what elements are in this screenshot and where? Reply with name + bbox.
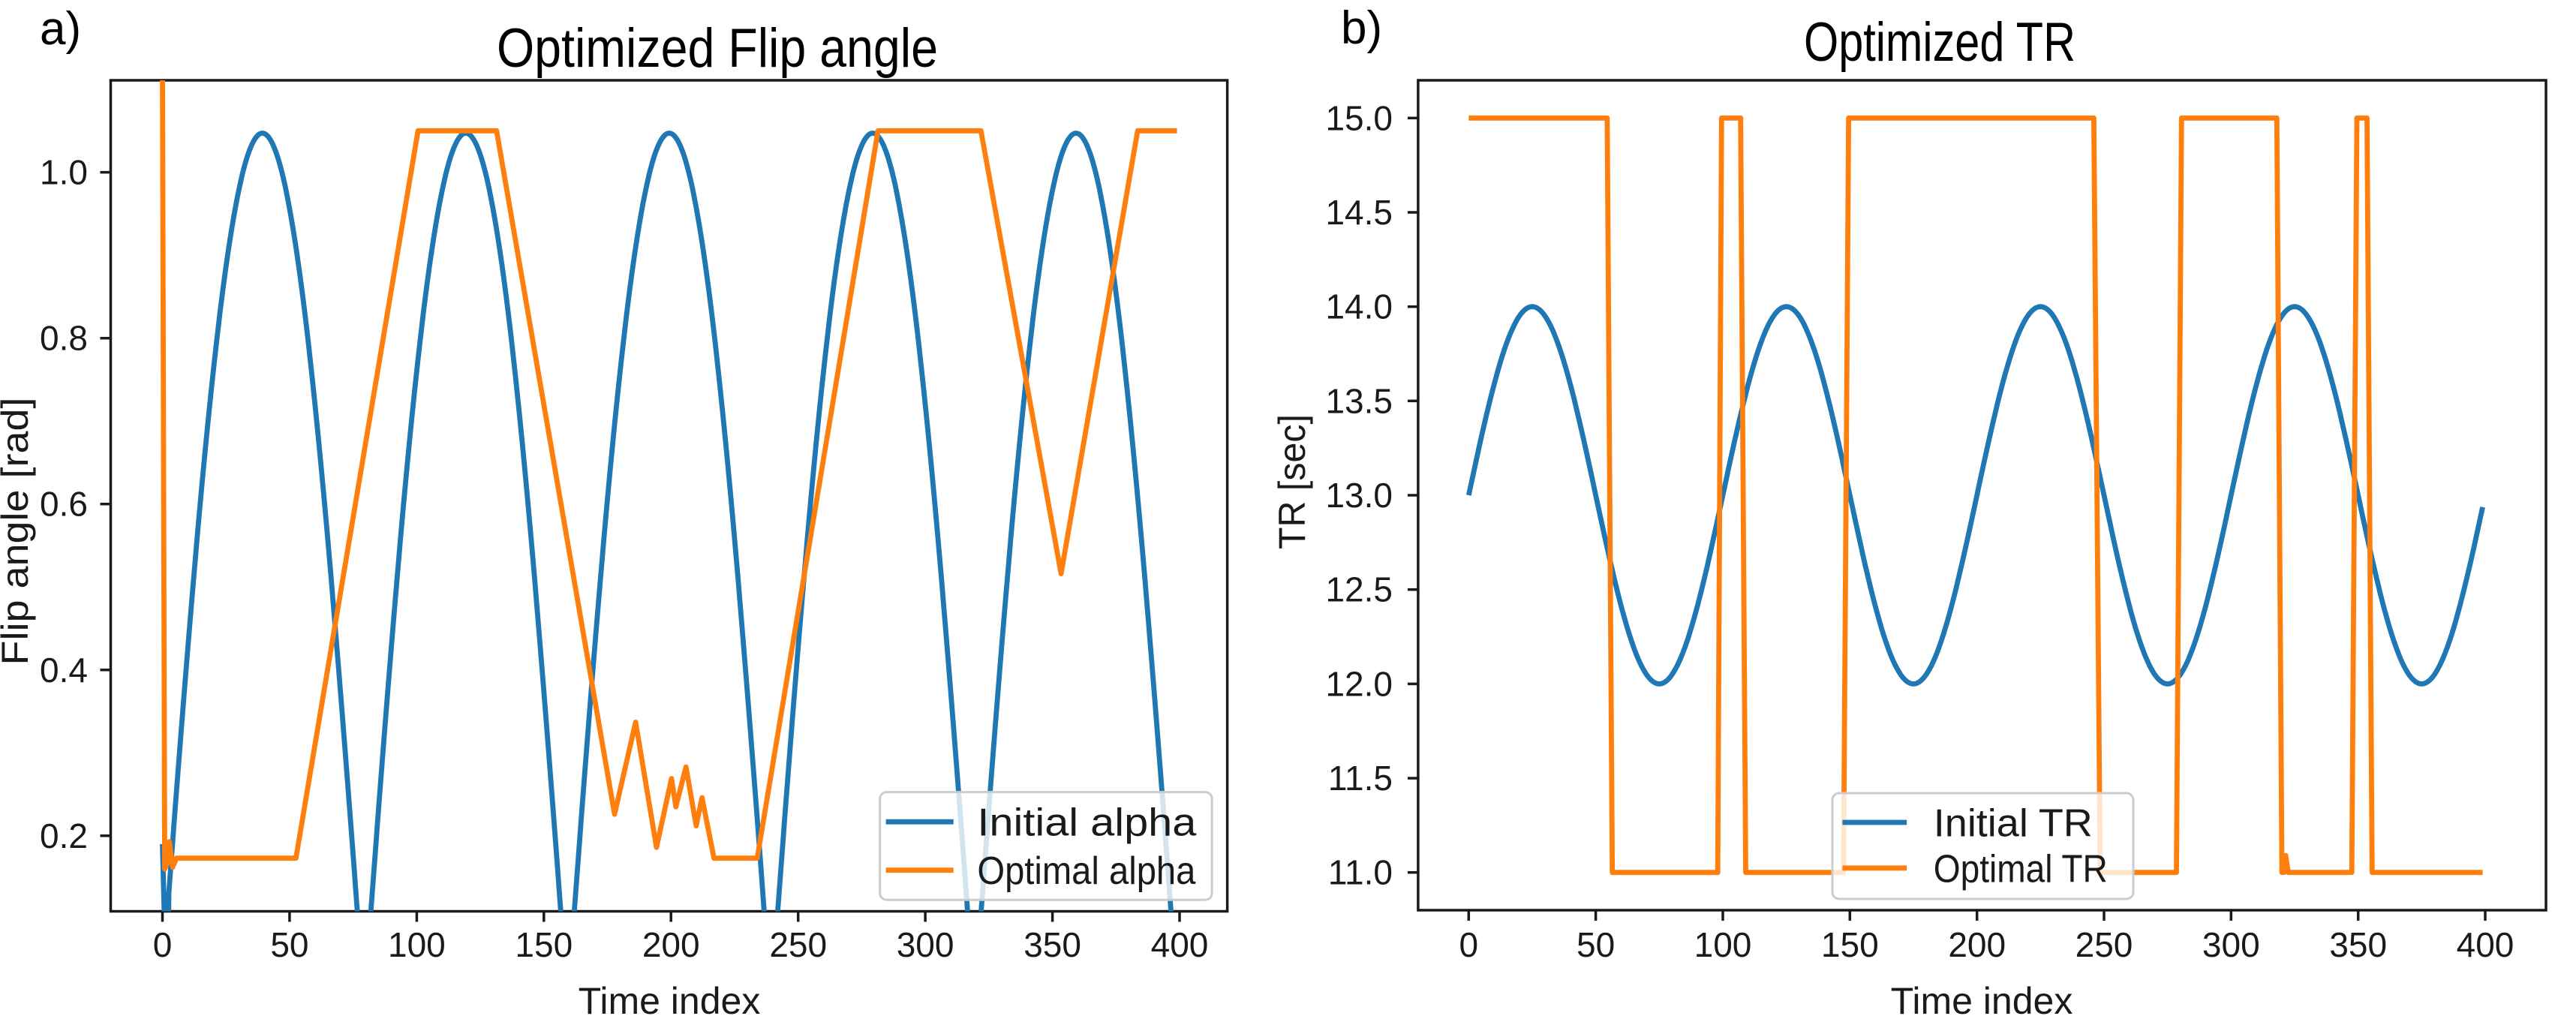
svg-text:14.5: 14.5 bbox=[1325, 193, 1393, 232]
svg-text:250: 250 bbox=[769, 925, 827, 964]
svg-text:150: 150 bbox=[515, 925, 573, 964]
svg-text:50: 50 bbox=[1577, 925, 1615, 964]
svg-text:TR [sec]: TR [sec] bbox=[1271, 414, 1313, 549]
svg-text:150: 150 bbox=[1821, 925, 1879, 964]
svg-text:0.2: 0.2 bbox=[40, 816, 88, 855]
svg-text:15.0: 15.0 bbox=[1325, 98, 1393, 137]
svg-text:100: 100 bbox=[388, 925, 446, 964]
svg-text:0: 0 bbox=[153, 925, 173, 964]
svg-text:Flip angle [rad]: Flip angle [rad] bbox=[0, 398, 36, 666]
svg-text:200: 200 bbox=[642, 925, 700, 964]
svg-text:13.5: 13.5 bbox=[1325, 381, 1393, 420]
svg-text:Optimized Flip angle: Optimized Flip angle bbox=[497, 18, 938, 79]
svg-text:Time index: Time index bbox=[1891, 980, 2073, 1022]
svg-text:300: 300 bbox=[897, 925, 954, 964]
svg-text:350: 350 bbox=[2329, 925, 2387, 964]
svg-text:300: 300 bbox=[2202, 925, 2260, 964]
svg-text:Initial TR: Initial TR bbox=[1934, 802, 2093, 846]
svg-text:350: 350 bbox=[1023, 925, 1081, 964]
svg-text:Optimal TR: Optimal TR bbox=[1934, 847, 2108, 891]
svg-text:12.0: 12.0 bbox=[1325, 664, 1393, 703]
svg-text:14.0: 14.0 bbox=[1325, 287, 1393, 326]
svg-text:a): a) bbox=[40, 3, 81, 55]
svg-text:100: 100 bbox=[1694, 925, 1752, 964]
svg-text:1.0: 1.0 bbox=[40, 153, 88, 192]
svg-text:0: 0 bbox=[1459, 925, 1479, 964]
svg-text:b): b) bbox=[1341, 2, 1382, 54]
svg-text:0.4: 0.4 bbox=[40, 651, 88, 690]
svg-text:0.6: 0.6 bbox=[40, 485, 88, 524]
svg-text:13.0: 13.0 bbox=[1325, 476, 1393, 515]
svg-text:400: 400 bbox=[1151, 925, 1209, 964]
svg-text:Time index: Time index bbox=[579, 980, 761, 1022]
svg-text:Optimized TR: Optimized TR bbox=[1804, 12, 2076, 73]
svg-text:200: 200 bbox=[1948, 925, 2006, 964]
svg-text:11.0: 11.0 bbox=[1328, 853, 1393, 892]
svg-text:250: 250 bbox=[2076, 925, 2133, 964]
svg-text:12.5: 12.5 bbox=[1325, 570, 1393, 609]
svg-text:400: 400 bbox=[2457, 925, 2514, 964]
svg-text:Optimal alpha: Optimal alpha bbox=[977, 849, 1195, 893]
svg-text:0.8: 0.8 bbox=[40, 319, 88, 358]
svg-text:11.5: 11.5 bbox=[1328, 759, 1393, 798]
svg-text:Initial alpha: Initial alpha bbox=[977, 801, 1196, 845]
svg-text:50: 50 bbox=[270, 925, 308, 964]
